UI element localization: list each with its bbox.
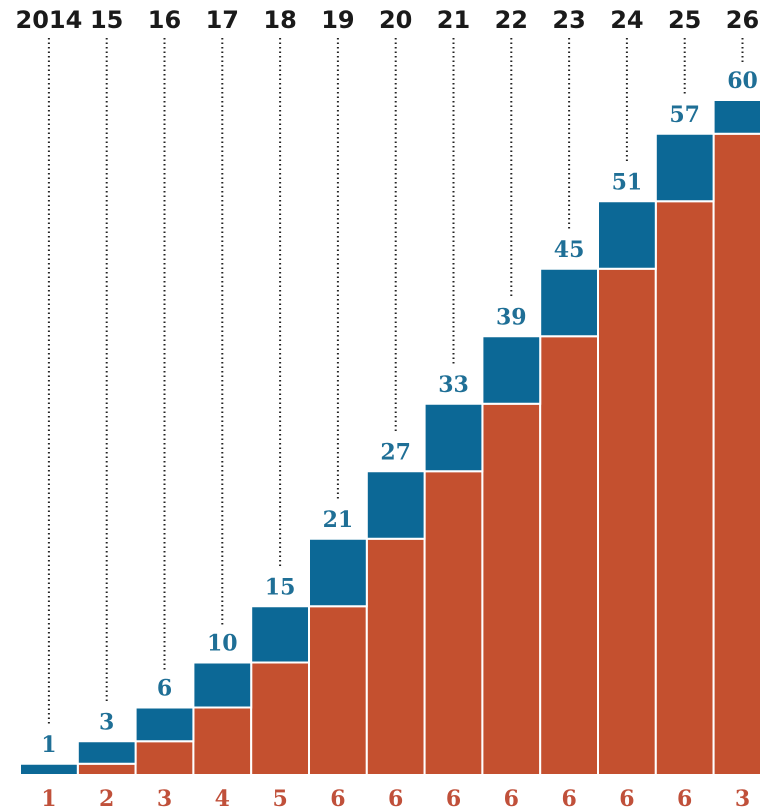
increment-value-label: 6 (330, 786, 345, 811)
year-label: 2014 (16, 6, 83, 34)
total-bar (192, 661, 253, 709)
total-bar (134, 706, 195, 743)
increment-bar (654, 200, 715, 776)
year-label: 15 (90, 6, 123, 34)
total-value-label: 10 (207, 631, 238, 657)
increment-bar (423, 470, 484, 776)
year-label: 18 (263, 6, 296, 34)
year-label: 17 (206, 6, 239, 34)
annual-increment-bars (76, 132, 760, 776)
total-value-label: 3 (99, 709, 114, 735)
increment-bar (597, 267, 657, 776)
cumulative-value-labels: 1 3 6 10 15 21 27 33 39 45 51 57 60 (41, 68, 758, 758)
year-label: 23 (552, 6, 585, 34)
total-value-label: 1 (41, 732, 56, 758)
total-bar (423, 402, 484, 473)
increment-value-label: 4 (215, 786, 230, 811)
increment-bar (250, 661, 310, 776)
cumulative-total-bars (19, 99, 760, 776)
total-bar (308, 537, 368, 608)
increment-value-label: 3 (735, 786, 750, 811)
increment-value-label: 3 (157, 786, 172, 811)
total-bar (597, 200, 657, 270)
increment-value-label: 6 (677, 786, 692, 811)
total-bar (250, 605, 310, 664)
increment-bar (481, 402, 542, 776)
increment-value-label: 6 (388, 786, 403, 811)
increment-value-labels: 1 2 3 4 5 6 6 6 6 6 6 6 3 (41, 786, 750, 811)
year-label: 26 (726, 6, 759, 34)
total-bar (539, 267, 600, 338)
total-value-label: 51 (612, 169, 643, 195)
year-labels: 2014 15 16 17 18 19 20 21 22 23 24 25 26 (16, 6, 760, 34)
increment-value-label: 6 (446, 786, 461, 811)
total-value-label: 15 (265, 574, 296, 600)
total-value-label: 6 (157, 676, 172, 702)
total-value-label: 21 (323, 507, 354, 533)
total-bar (19, 762, 79, 776)
increment-bar (76, 762, 137, 776)
increment-bar (308, 605, 368, 776)
total-bar (76, 740, 137, 765)
total-bar (712, 99, 760, 135)
total-value-label: 39 (496, 304, 527, 330)
total-bar (481, 335, 542, 405)
total-value-label: 33 (438, 372, 469, 398)
increment-value-label: 6 (619, 786, 634, 811)
increment-bar (134, 740, 195, 776)
total-value-label: 60 (727, 68, 758, 94)
year-label: 20 (379, 6, 412, 34)
total-bar (654, 132, 715, 203)
increment-value-label: 1 (41, 786, 56, 811)
increment-bar (539, 335, 600, 776)
total-value-label: 57 (669, 102, 700, 128)
total-value-label: 27 (380, 439, 411, 465)
year-label: 19 (321, 6, 354, 34)
increment-value-label: 5 (272, 786, 287, 811)
total-bar (365, 470, 426, 540)
year-label: 21 (437, 6, 470, 34)
year-label: 24 (610, 6, 643, 34)
year-label: 16 (148, 6, 181, 34)
total-value-label: 45 (554, 237, 585, 263)
year-label: 25 (668, 6, 701, 34)
increment-bar (712, 132, 760, 776)
increment-bar (192, 706, 253, 776)
year-label: 22 (495, 6, 528, 34)
leader-lines (47, 38, 744, 726)
increment-value-label: 2 (99, 786, 114, 811)
increment-value-label: 6 (561, 786, 576, 811)
increment-bar (365, 537, 426, 776)
increment-value-label: 6 (504, 786, 519, 811)
